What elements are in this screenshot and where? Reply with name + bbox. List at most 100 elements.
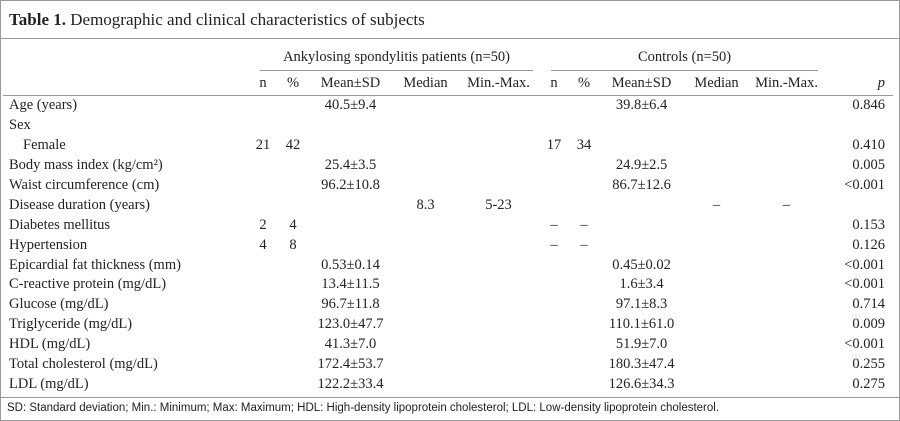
table-row: Diabetes mellitus 2 4 – – 0.153 bbox=[3, 215, 893, 235]
table-cell bbox=[684, 96, 749, 116]
column-header: Mean±SD bbox=[599, 71, 685, 96]
table-cell: 96.7±11.8 bbox=[321, 296, 380, 313]
table-row: Total cholesterol (mg/dL) 172.4±53.7 180.3… bbox=[3, 355, 893, 375]
p-value: 0.126 bbox=[852, 236, 886, 253]
row-label: HDL (mg/dL) bbox=[9, 336, 91, 353]
table-row: Age (years) 40.5±9.4 39.8±6.4 0.846 bbox=[3, 96, 893, 116]
table-cell bbox=[539, 96, 569, 116]
table-cell bbox=[684, 136, 749, 156]
table-cell bbox=[749, 275, 824, 295]
header-cell bbox=[824, 39, 893, 71]
table-cell bbox=[569, 295, 599, 315]
table-row: Disease duration (years) 8.3 5-23 – – bbox=[3, 195, 893, 215]
table-cell: 0.53±0.14 bbox=[321, 256, 380, 273]
table-cell bbox=[599, 235, 684, 255]
table-cell bbox=[458, 136, 539, 156]
table-cell bbox=[393, 235, 458, 255]
table-cell bbox=[599, 136, 684, 156]
table-cell bbox=[539, 315, 569, 335]
table-cell: – bbox=[550, 236, 558, 253]
table-cell bbox=[248, 374, 278, 397]
table-cell bbox=[749, 116, 824, 136]
table-cell: 39.8±6.4 bbox=[615, 97, 668, 114]
table-cell bbox=[749, 315, 824, 335]
table-cell bbox=[458, 355, 539, 375]
table-cell bbox=[749, 355, 824, 375]
table-cell bbox=[248, 96, 278, 116]
table-cell bbox=[393, 156, 458, 176]
table-cell: 51.9±7.0 bbox=[615, 336, 668, 353]
table-cell bbox=[539, 374, 569, 397]
table-cell bbox=[599, 215, 684, 235]
table-number: Table 1. bbox=[9, 10, 67, 29]
p-value: 0.846 bbox=[852, 97, 886, 114]
table-cell bbox=[248, 156, 278, 176]
table-cell bbox=[458, 235, 539, 255]
table-cell: 17 bbox=[546, 137, 562, 154]
table-cell bbox=[278, 116, 308, 136]
table-cell bbox=[393, 335, 458, 355]
table-cell bbox=[458, 295, 539, 315]
row-label: Hypertension bbox=[9, 236, 88, 253]
header-cell bbox=[3, 71, 248, 96]
table-cell bbox=[684, 315, 749, 335]
row-label: Female bbox=[23, 137, 66, 154]
table-row: Waist circumference (cm) 96.2±10.8 86.7±12… bbox=[3, 176, 893, 196]
table-row: Hypertension 4 8 – – 0.126 bbox=[3, 235, 893, 255]
table-cell bbox=[569, 116, 599, 136]
p-value: <0.001 bbox=[844, 177, 886, 193]
table-cell bbox=[749, 235, 824, 255]
table-cell bbox=[248, 195, 278, 215]
table-cell bbox=[248, 176, 278, 196]
p-value: 0.275 bbox=[852, 375, 886, 392]
table-cell bbox=[458, 374, 539, 397]
table-cell: 110.1±61.0 bbox=[608, 316, 675, 333]
table-cell: 97.1±8.3 bbox=[615, 296, 668, 313]
row-label: Age (years) bbox=[9, 97, 78, 114]
table-cell: 1.6±3.4 bbox=[619, 276, 664, 293]
table-cell bbox=[248, 295, 278, 315]
group-header-cell: Ankylosing spondylitis patients (n=50) bbox=[248, 39, 539, 71]
row-label: Glucose (mg/dL) bbox=[9, 296, 109, 313]
table-cell bbox=[458, 335, 539, 355]
table-cell bbox=[569, 275, 599, 295]
table-cell bbox=[569, 374, 599, 397]
p-value: 0.714 bbox=[852, 296, 886, 313]
table-cell bbox=[458, 176, 539, 196]
table-cell: 25.4±3.5 bbox=[324, 157, 377, 174]
p-value: 0.255 bbox=[852, 356, 886, 373]
table-caption: Demographic and clinical characteristics… bbox=[70, 10, 425, 29]
table-cell bbox=[393, 255, 458, 275]
table-row: Triglyceride (mg/dL) 123.0±47.7 110.1±61.0… bbox=[3, 315, 893, 335]
table-cell: 172.4±53.7 bbox=[317, 356, 384, 373]
table-cell: 122.2±33.4 bbox=[317, 375, 384, 392]
table-cell bbox=[569, 315, 599, 335]
p-value: 0.005 bbox=[852, 157, 886, 174]
table-cell: 0.45±0.02 bbox=[612, 256, 671, 273]
column-header: Min.-Max. bbox=[749, 71, 825, 96]
table-cell bbox=[278, 195, 308, 215]
table-cell bbox=[684, 295, 749, 315]
table-cell bbox=[248, 275, 278, 295]
table-cell bbox=[458, 116, 539, 136]
table-cell bbox=[248, 116, 278, 136]
table-cell bbox=[458, 96, 539, 116]
column-header: % bbox=[278, 71, 308, 96]
table-cell bbox=[539, 116, 569, 136]
table-cell bbox=[458, 156, 539, 176]
table-cell bbox=[278, 156, 308, 176]
table-cell bbox=[458, 275, 539, 295]
p-value: 0.153 bbox=[852, 216, 886, 233]
table-row: C-reactive protein (mg/dL) 13.4±11.5 1.6±3… bbox=[3, 275, 893, 295]
table-cell bbox=[278, 315, 308, 335]
column-header: % bbox=[569, 71, 600, 96]
table-cell bbox=[684, 275, 749, 295]
table-cell: 4 bbox=[289, 216, 297, 233]
table-cell bbox=[749, 255, 824, 275]
table-cell bbox=[308, 116, 393, 136]
table-cell: – bbox=[580, 236, 588, 253]
row-label: Diabetes mellitus bbox=[9, 216, 111, 233]
group-header: Ankylosing spondylitis patients (n=50) bbox=[260, 49, 534, 71]
table-cell: 42 bbox=[285, 137, 301, 154]
